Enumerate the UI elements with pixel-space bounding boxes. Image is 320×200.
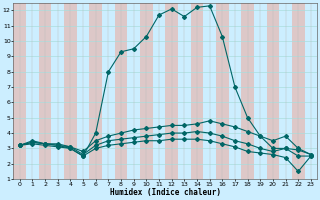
Bar xyxy=(102,3,115,179)
Bar xyxy=(115,3,127,179)
Bar xyxy=(191,3,203,179)
Bar xyxy=(216,3,228,179)
Bar xyxy=(279,3,292,179)
Bar xyxy=(39,3,52,179)
Bar xyxy=(89,3,102,179)
Bar xyxy=(203,3,216,179)
Bar xyxy=(165,3,178,179)
Bar xyxy=(153,3,165,179)
Bar xyxy=(305,3,317,179)
Bar xyxy=(26,3,39,179)
Bar xyxy=(292,3,305,179)
Bar xyxy=(241,3,254,179)
Bar xyxy=(228,3,241,179)
Bar xyxy=(254,3,267,179)
Bar xyxy=(127,3,140,179)
X-axis label: Humidex (Indice chaleur): Humidex (Indice chaleur) xyxy=(110,188,221,197)
Bar xyxy=(52,3,64,179)
Bar xyxy=(77,3,89,179)
Bar xyxy=(267,3,279,179)
Bar xyxy=(13,3,26,179)
Bar xyxy=(140,3,153,179)
Bar xyxy=(64,3,77,179)
Bar xyxy=(178,3,191,179)
